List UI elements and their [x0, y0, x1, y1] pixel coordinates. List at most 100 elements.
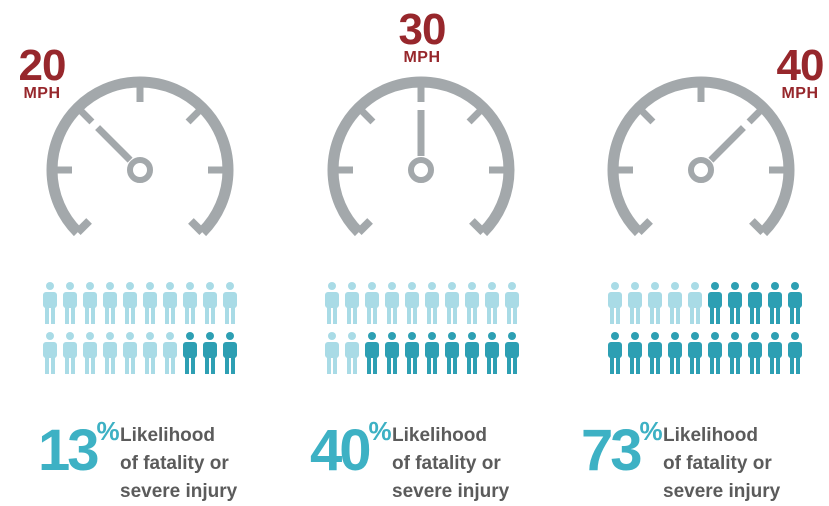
- gauge-arc: [607, 76, 795, 237]
- person-icon: [103, 282, 117, 324]
- person-icon-affected: [608, 332, 622, 374]
- person-icon: [163, 282, 177, 324]
- person-icon-affected: [788, 282, 802, 324]
- person-icon: [143, 332, 157, 374]
- speed-unit: MPH: [403, 49, 441, 66]
- person-icon: [203, 282, 217, 324]
- person-icon: [485, 282, 499, 324]
- gauge-tick: [359, 108, 376, 125]
- person-icon: [223, 282, 237, 324]
- person-icon-affected: [728, 332, 742, 374]
- panel-20-mph: 20 MPH 13% Likelihood of fatality or sev…: [0, 0, 276, 503]
- person-icon-affected: [203, 332, 217, 374]
- person-icon-affected: [445, 332, 459, 374]
- person-icon-affected: [648, 332, 662, 374]
- person-icon: [63, 282, 77, 324]
- caption-line: severe injury: [392, 481, 510, 502]
- person-icon-affected: [668, 332, 682, 374]
- percent-value: 40%: [310, 418, 392, 480]
- person-icon-affected: [628, 332, 642, 374]
- gauge-hub: [688, 157, 714, 183]
- person-icon-affected: [688, 332, 702, 374]
- gauge-tick: [188, 218, 206, 236]
- stat-block: 40% Likelihood of fatality or severe inj…: [310, 418, 550, 503]
- speedometer-icon: [46, 76, 234, 237]
- gauge-tick: [78, 108, 95, 125]
- gauge-tick: [749, 218, 767, 236]
- person-icon-affected: [708, 282, 722, 324]
- person-icon: [63, 332, 77, 374]
- person-icon: [325, 282, 339, 324]
- speedometer-icon: [607, 76, 795, 237]
- person-icon: [103, 332, 117, 374]
- person-icon-affected: [365, 332, 379, 374]
- person-icon-affected: [505, 332, 519, 374]
- caption-line: severe injury: [663, 481, 781, 502]
- person-icon-affected: [425, 332, 439, 374]
- person-icon-affected: [405, 332, 419, 374]
- percent-sign: %: [368, 416, 392, 446]
- person-icon: [143, 282, 157, 324]
- caption-line: severe injury: [120, 481, 238, 502]
- gauge-hub: [127, 157, 153, 183]
- person-icon-affected: [748, 332, 762, 374]
- speed-value: 20: [18, 41, 67, 90]
- person-icon: [405, 282, 419, 324]
- stat-block: 73% Likelihood of fatality or severe inj…: [581, 418, 827, 503]
- person-icon: [505, 282, 519, 324]
- speed-unit: MPH: [781, 85, 819, 102]
- person-icon: [608, 282, 622, 324]
- person-icon-affected: [183, 332, 197, 374]
- percent-number: 13: [38, 418, 99, 483]
- gauge-tick: [746, 108, 763, 125]
- panel-40-mph: 40 MPH 73% Likelihood of fatality or sev…: [553, 0, 829, 503]
- person-icon: [123, 282, 137, 324]
- person-icon: [628, 282, 642, 324]
- person-icon: [163, 332, 177, 374]
- person-icon: [688, 282, 702, 324]
- speed-value: 40: [776, 41, 825, 90]
- stat-block: 13% Likelihood of fatality or severe inj…: [38, 418, 274, 503]
- people-pictogram: [43, 282, 237, 374]
- people-pictogram: [325, 282, 519, 374]
- caption: Likelihood of fatality or severe injury: [663, 422, 780, 506]
- person-icon: [365, 282, 379, 324]
- gauge-needle: [95, 125, 133, 163]
- person-icon: [445, 282, 459, 324]
- person-icon: [83, 282, 97, 324]
- person-icon: [123, 332, 137, 374]
- caption: Likelihood of fatality or severe injury: [120, 422, 237, 506]
- person-icon: [648, 282, 662, 324]
- person-icon: [325, 332, 339, 374]
- speed-value: 30: [398, 5, 447, 54]
- caption-line: Likelihood: [120, 425, 215, 446]
- gauge-needle: [708, 125, 746, 163]
- caption-line: of fatality or: [663, 453, 772, 474]
- person-icon: [183, 282, 197, 324]
- percent-number: 40: [310, 418, 371, 483]
- gauge-tick: [469, 218, 487, 236]
- person-icon: [43, 282, 57, 324]
- person-icon-affected: [485, 332, 499, 374]
- people-pictogram: [608, 282, 802, 374]
- person-icon-affected: [465, 332, 479, 374]
- gauge-tick: [74, 218, 92, 236]
- percent-number: 73: [581, 418, 642, 483]
- person-icon-affected: [748, 282, 762, 324]
- person-icon-affected: [788, 332, 802, 374]
- gauge-tick: [466, 108, 483, 125]
- gauge-hub: [408, 157, 434, 183]
- caption-line: Likelihood: [663, 425, 758, 446]
- person-icon-affected: [768, 332, 782, 374]
- person-icon-affected: [385, 332, 399, 374]
- person-icon: [465, 282, 479, 324]
- caption-line: of fatality or: [392, 453, 501, 474]
- percent-sign: %: [639, 416, 663, 446]
- gauge-tick: [635, 218, 653, 236]
- gauge-arc: [46, 76, 234, 237]
- percent-sign: %: [96, 416, 120, 446]
- speed-label: 40 MPH: [772, 44, 828, 102]
- person-icon: [345, 332, 359, 374]
- gauge-tick: [185, 108, 202, 125]
- gauge-arc: [327, 76, 515, 237]
